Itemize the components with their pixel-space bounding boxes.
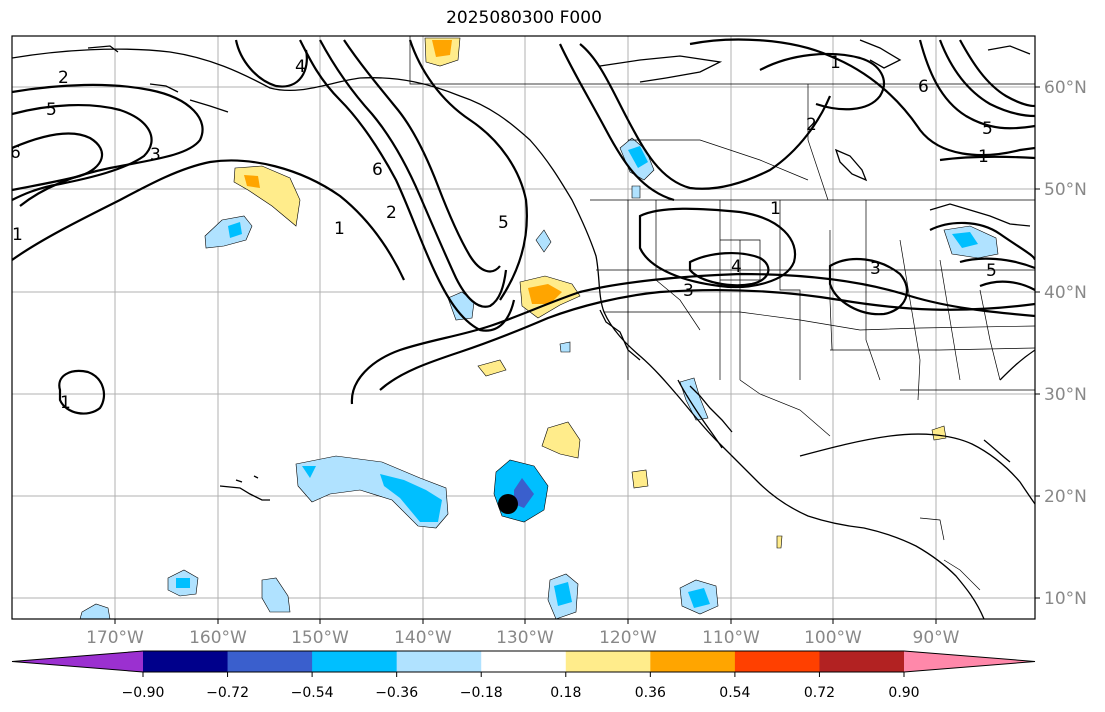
colorbar-tick-label: −0.72 — [206, 685, 249, 701]
coastlines — [12, 39, 1035, 619]
colorbar-tick-label: 0.18 — [550, 685, 581, 701]
contour-label: 1 — [978, 147, 989, 167]
lon-label: 150°W — [291, 628, 349, 648]
contour-label-group: 2 5 6 1 3 4 6 2 5 1 1 2 1 4 3 1 5 3 6 5 … — [10, 53, 997, 413]
colorbar-segment — [312, 651, 398, 672]
lon-label: 100°W — [804, 628, 862, 648]
contour-label: 3 — [150, 145, 161, 165]
storm-center-dot — [498, 494, 518, 514]
colorbar-segment — [819, 651, 905, 672]
contour-label: 5 — [46, 100, 57, 120]
map-frame — [11, 35, 1036, 620]
lat-label: 60°N — [1044, 78, 1087, 98]
lat-label: 10°N — [1044, 589, 1087, 609]
lat-label: 30°N — [1044, 385, 1087, 405]
colorbar-segment — [565, 651, 651, 672]
contour-label: 4 — [295, 57, 306, 77]
contour-lines — [12, 38, 1035, 415]
colorbar-segment — [143, 651, 229, 672]
colorbar: −0.90 −0.72 −0.54 −0.36 −0.18 0.18 0.36 0.54 0.7… — [11, 650, 1036, 701]
contour-label: 1 — [60, 393, 71, 413]
contour-label: 6 — [10, 143, 21, 163]
colorbar-extend-low — [12, 651, 143, 672]
colorbar-tick-label: 0.36 — [635, 685, 666, 701]
colorbar-segment — [650, 651, 736, 672]
contour-label: 2 — [386, 203, 397, 223]
contour-label: 3 — [870, 259, 881, 279]
map-title: 2025080300 F000 — [446, 8, 602, 28]
colorbar-segment — [481, 651, 567, 672]
contour-label: 5 — [986, 261, 997, 281]
contour-label: 6 — [918, 77, 929, 97]
contour-label: 5 — [982, 119, 993, 139]
colorbar-segment — [227, 651, 313, 672]
lat-label: 20°N — [1044, 487, 1087, 507]
contour-label: 2 — [58, 68, 69, 88]
contour-label: 4 — [731, 257, 742, 277]
colorbar-tick-label: 0.90 — [888, 685, 919, 701]
lon-labels: 170°W 160°W 150°W 140°W 130°W 120°W 110°… — [86, 628, 960, 648]
contour-label: 1 — [12, 225, 23, 245]
contour-label: 1 — [830, 53, 841, 73]
lat-label: 50°N — [1044, 180, 1087, 200]
colorbar-tick-label: 0.54 — [719, 685, 750, 701]
lon-label: 140°W — [394, 628, 452, 648]
colorbar-segment — [734, 651, 820, 672]
lat-ticks — [1035, 86, 1040, 599]
contour-label: 1 — [334, 219, 345, 239]
lon-label: 120°W — [599, 628, 657, 648]
filled-anomalies — [79, 37, 999, 619]
lon-label: 130°W — [496, 628, 554, 648]
colorbar-segment — [396, 651, 482, 672]
contour-label: 6 — [372, 160, 383, 180]
lon-label: 160°W — [189, 628, 247, 648]
contour-label: 1 — [770, 199, 781, 219]
colorbar-extend-high — [904, 651, 1035, 672]
lat-labels: 60°N 50°N 40°N 30°N 20°N 10°N — [1044, 78, 1087, 609]
lon-label: 170°W — [86, 628, 144, 648]
lon-label: 90°W — [913, 628, 960, 648]
contour-label: 5 — [498, 213, 509, 233]
colorbar-tick-label: −0.36 — [375, 685, 418, 701]
lon-label: 110°W — [702, 628, 760, 648]
lat-label: 40°N — [1044, 283, 1087, 303]
colorbar-tick-label: −0.90 — [122, 685, 165, 701]
contour-label: 2 — [806, 115, 817, 135]
political-borders — [409, 36, 1035, 591]
contour-label: 3 — [683, 281, 694, 301]
colorbar-tick-label: 0.72 — [804, 685, 835, 701]
colorbar-tick-label: −0.54 — [291, 685, 334, 701]
colorbar-tick-label: −0.18 — [460, 685, 503, 701]
lon-ticks — [114, 619, 937, 624]
